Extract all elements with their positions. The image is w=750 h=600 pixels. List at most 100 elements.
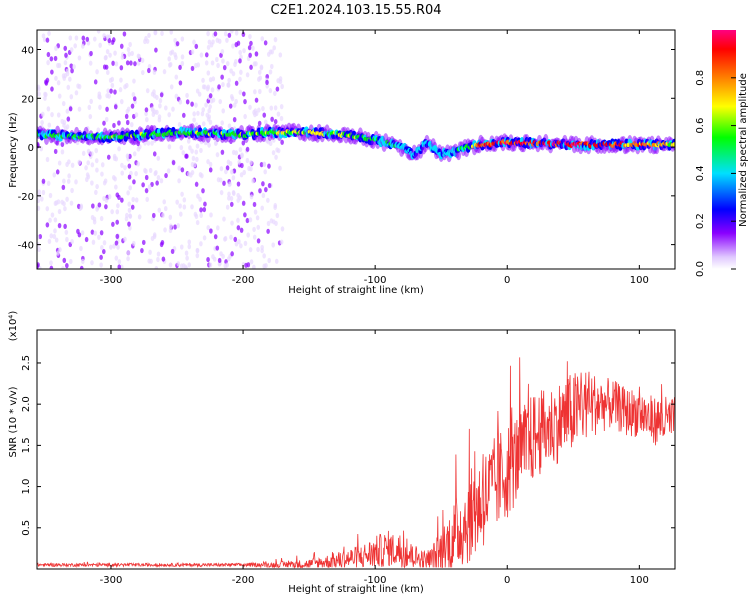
noise-point [104,54,108,61]
noise-point [160,240,165,246]
noise-point [236,225,241,231]
noise-point [119,99,124,105]
noise-point [234,80,239,86]
noise-point [163,205,168,212]
noise-point [239,227,244,233]
noise-point [240,152,244,158]
noise-point [158,103,162,109]
noise-point [263,169,268,175]
noise-point [150,106,155,112]
noise-point [61,73,66,79]
noise-point [66,178,71,184]
noise-point [96,127,101,133]
noise-point [47,122,52,128]
noise-point [53,217,58,223]
noise-point [53,55,58,62]
noise-point [147,184,152,190]
noise-point [230,169,234,175]
noise-point [128,41,132,48]
noise-point [207,39,212,45]
noise-point [124,82,129,89]
noise-point [126,250,131,256]
noise-point [177,121,182,128]
noise-point [243,212,247,218]
noise-point [81,43,85,49]
noise-point [77,232,82,238]
noise-point [274,258,279,264]
noise-point [201,84,206,90]
noise-point [234,150,239,156]
noise-point [87,104,92,110]
noise-point [201,107,206,113]
noise-point [273,37,278,43]
spectrogram-marks [37,30,675,269]
noise-point [113,89,117,95]
noise-point [52,233,57,240]
noise-point [213,31,218,37]
noise-point [201,121,206,127]
noise-point [157,117,162,123]
noise-point [269,63,274,70]
y-tick-label: 40 [21,46,34,57]
noise-point [74,90,79,96]
noise-point [216,177,221,183]
noise-point [92,219,97,225]
noise-point [267,163,271,169]
noise-point [265,79,269,86]
noise-point [50,212,55,218]
noise-point [94,148,99,154]
noise-point [77,106,82,112]
snr-ticks: -300 -200 -100 0 100 0.5 1.0 1.5 2.0 2.5 [21,330,675,586]
noise-point [280,83,284,90]
noise-point [229,201,234,207]
noise-point [125,119,130,126]
noise-point [98,42,102,48]
noise-point [64,52,68,58]
noise-point [226,82,231,88]
noise-point [69,94,74,100]
colorbar-ticks: 0.0 0.2 0.4 0.6 0.8 [695,70,736,277]
noise-point [248,52,252,58]
noise-point [89,50,93,57]
noise-point [57,208,62,215]
noise-point [229,234,233,240]
noise-point [126,106,131,112]
noise-point [231,43,235,49]
noise-point [176,261,181,267]
noise-point [187,171,191,177]
noise-point [220,149,225,155]
noise-point [130,204,135,210]
noise-point [262,112,267,118]
noise-point [270,49,274,55]
noise-point [62,122,66,128]
noise-point [137,214,142,220]
noise-point [49,260,53,266]
noise-point [168,223,173,229]
noise-point [229,195,234,202]
noise-point [238,89,243,95]
noise-point [276,111,281,117]
noise-point [278,52,283,58]
noise-point [168,227,173,234]
noise-point [86,160,91,166]
noise-point [200,111,205,117]
noise-point [236,40,241,46]
spectrogram-frame [36,29,676,270]
noise-point [154,47,158,53]
noise-point [174,74,179,80]
noise-point [181,263,186,269]
noise-point [252,201,257,208]
noise-point [206,84,211,90]
snr-ylabel: SNR (10 * v/v) [8,386,19,457]
noise-point [227,191,231,197]
noise-point [69,63,74,69]
noise-point [247,45,252,51]
noise-point [207,108,212,114]
y-tick-label: -20 [18,192,34,203]
noise-point [195,219,200,226]
noise-point [60,149,65,155]
noise-point [127,163,132,169]
noise-point [233,236,238,242]
noise-point [114,255,119,261]
